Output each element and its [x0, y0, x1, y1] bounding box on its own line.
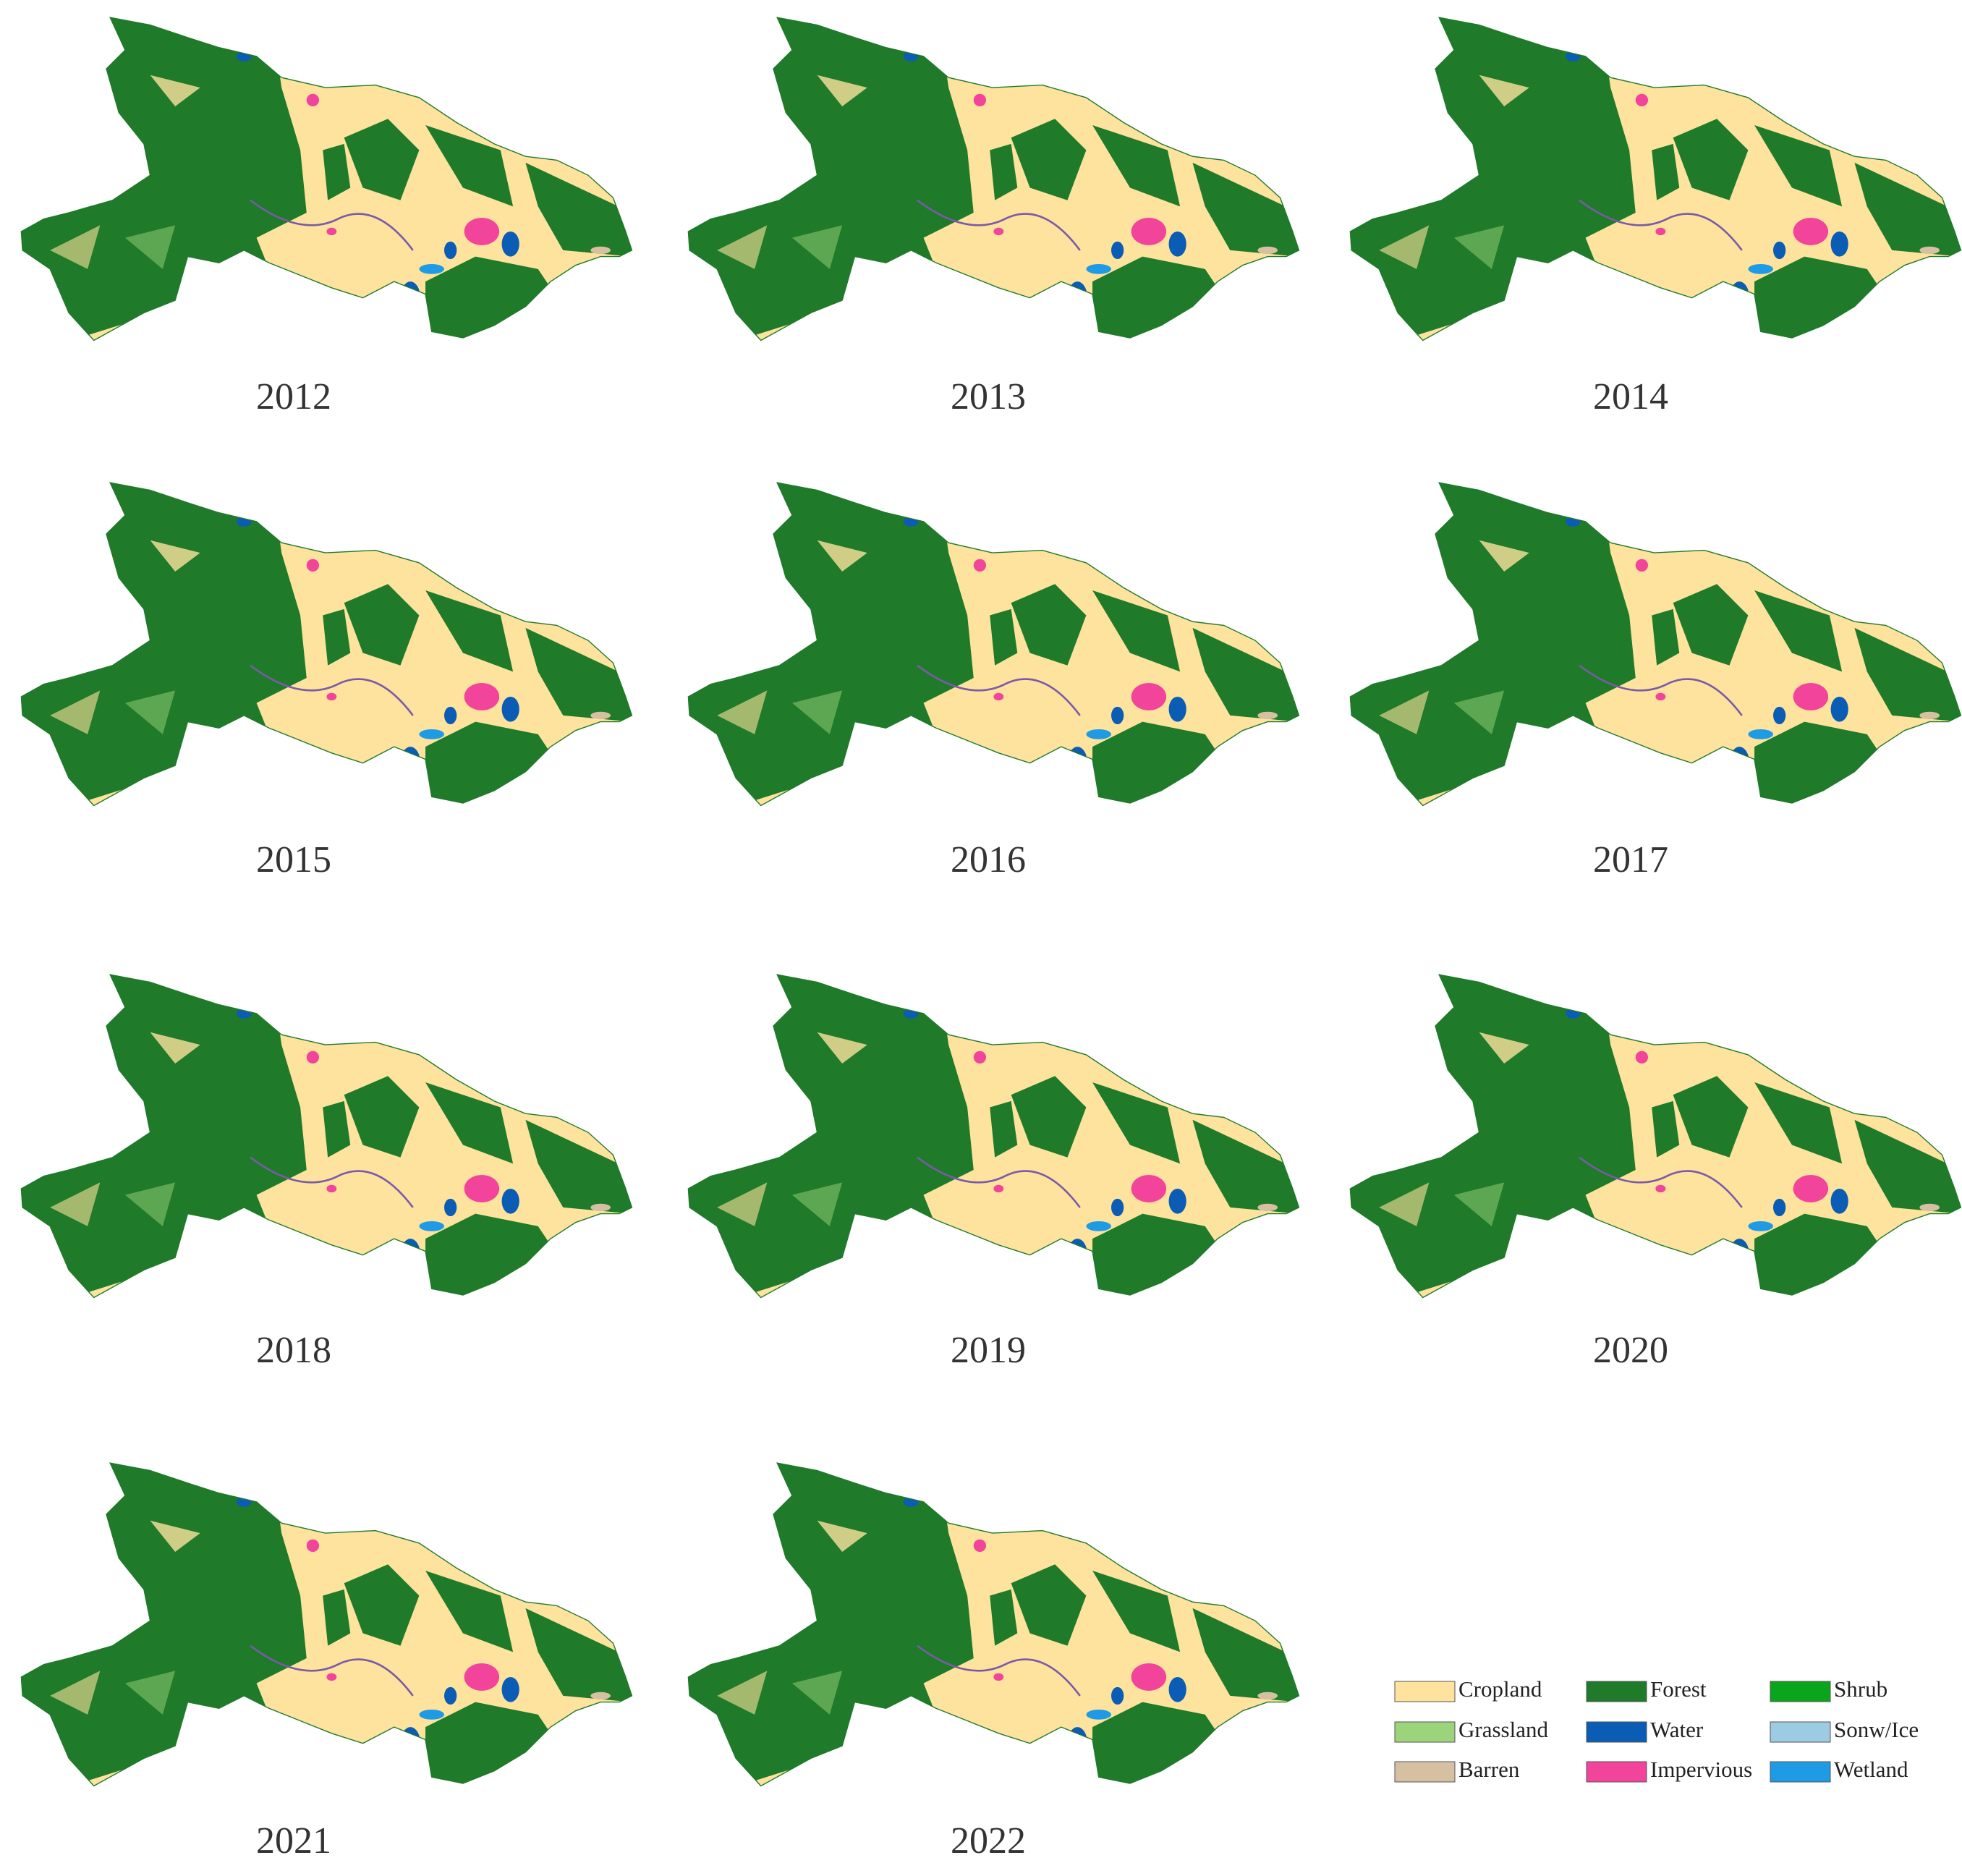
legend-label: Forest — [1650, 1676, 1707, 1702]
legend-label: Cropland — [1458, 1676, 1542, 1702]
legend-swatch — [1586, 1761, 1647, 1783]
land-cover-map — [1329, 0, 1962, 363]
legend-swatch — [1770, 1761, 1831, 1783]
year-label: 2012 — [256, 376, 331, 417]
year-label: 2019 — [951, 1330, 1026, 1371]
legend-label: Shrub — [1834, 1676, 1887, 1702]
legend-label: Sonw/Ice — [1834, 1717, 1919, 1742]
legend-swatch — [1586, 1721, 1647, 1743]
land-cover-map — [0, 1446, 650, 1809]
land-cover-map — [667, 0, 1317, 363]
land-cover-map — [0, 957, 650, 1320]
land-cover-map — [0, 465, 650, 828]
year-label: 2021 — [256, 1820, 331, 1862]
year-label: 2020 — [1593, 1330, 1668, 1371]
legend-swatch — [1394, 1681, 1456, 1702]
legend-label: Barren — [1458, 1757, 1520, 1782]
legend-swatch — [1586, 1681, 1647, 1702]
year-label: 2018 — [256, 1330, 331, 1371]
year-label: 2015 — [256, 839, 331, 880]
year-label: 2016 — [951, 839, 1026, 880]
legend-label: Water — [1650, 1717, 1704, 1742]
land-cover-map — [667, 957, 1317, 1320]
land-cover-map — [667, 1446, 1317, 1809]
legend-label: Impervious — [1650, 1757, 1752, 1782]
year-label: 2017 — [1593, 839, 1668, 880]
legend-label: Wetland — [1834, 1757, 1908, 1782]
year-label: 2014 — [1593, 376, 1668, 417]
legend-swatch — [1394, 1761, 1456, 1783]
legend-label: Grassland — [1458, 1717, 1548, 1742]
legend-swatch — [1770, 1721, 1831, 1743]
legend-swatch — [1394, 1721, 1456, 1743]
land-cover-map — [0, 0, 650, 363]
land-cover-map — [1329, 465, 1962, 828]
year-label: 2022 — [951, 1820, 1026, 1862]
year-label: 2013 — [951, 376, 1026, 417]
land-cover-map — [667, 465, 1317, 828]
land-cover-map — [1329, 957, 1962, 1320]
legend-swatch — [1770, 1681, 1831, 1702]
